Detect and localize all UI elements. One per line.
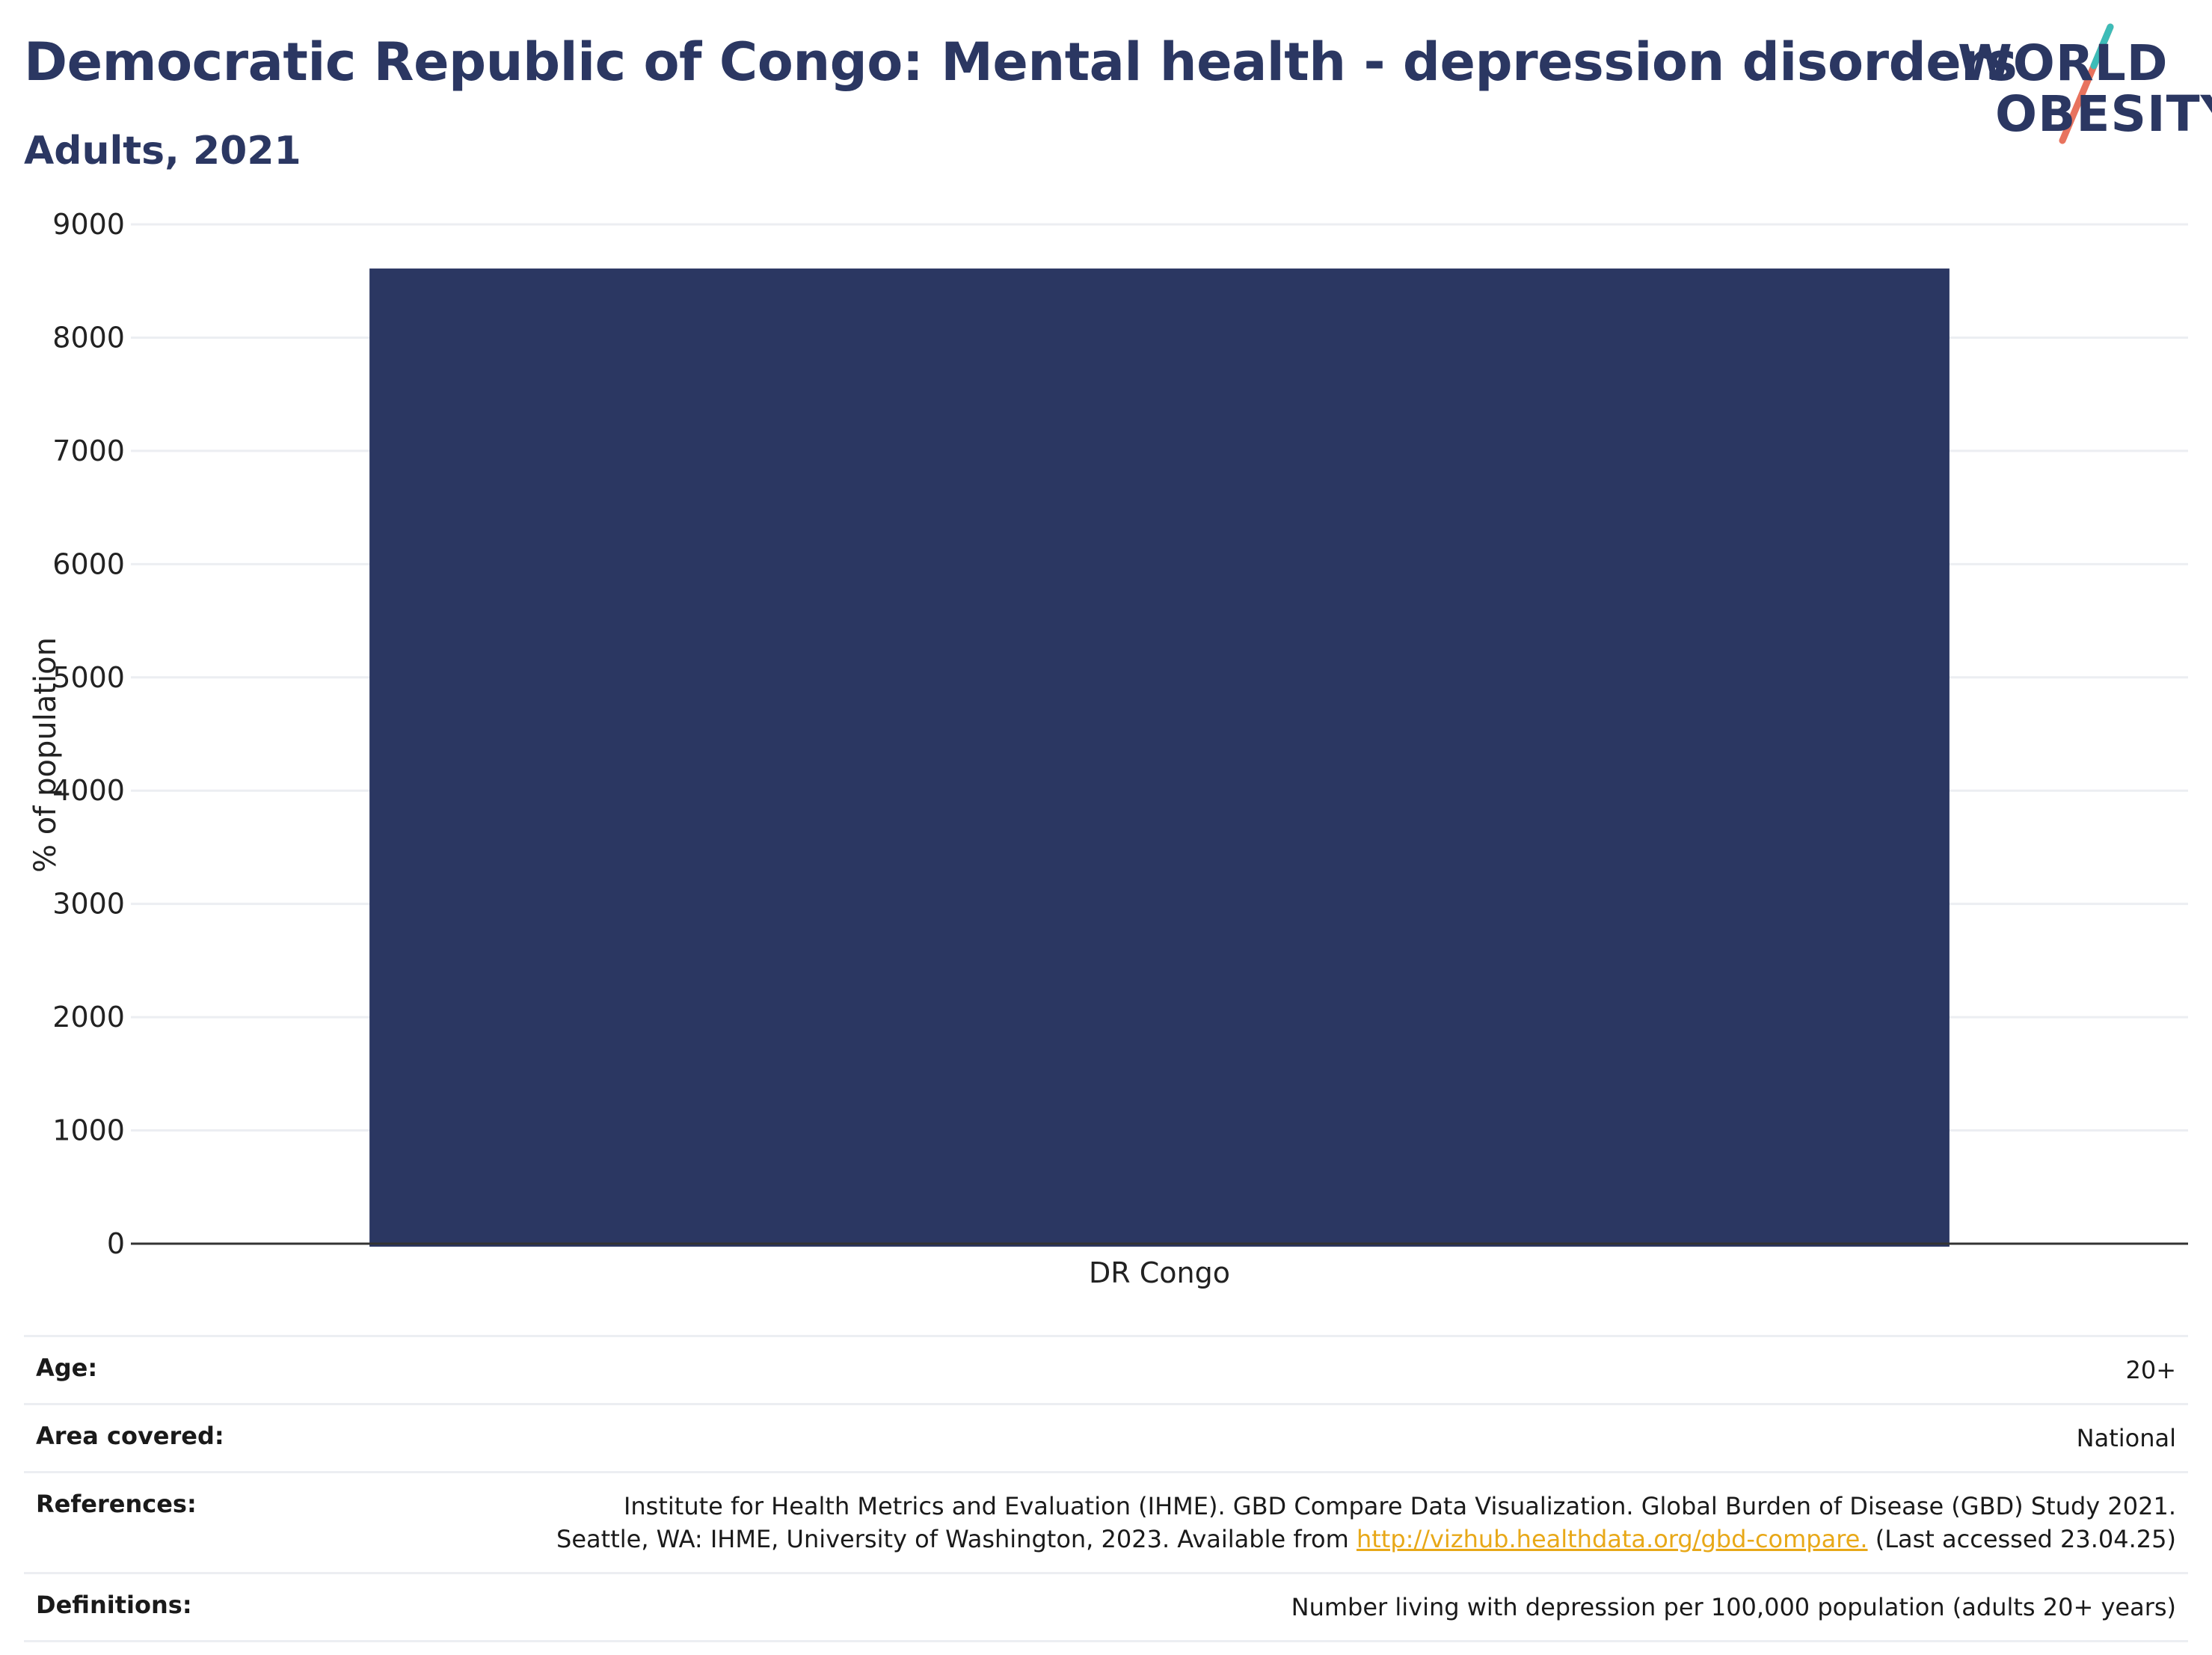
- info-row-references: References: Institute for Health Metrics…: [24, 1473, 2188, 1574]
- y-tick-label: 7000: [52, 435, 125, 467]
- chart-subtitle: Adults, 2021: [24, 129, 301, 174]
- y-tick-label: 5000: [52, 661, 125, 694]
- y-tick-label: 8000: [52, 321, 125, 354]
- y-axis-title: % of population: [28, 637, 63, 873]
- y-tick-label: 4000: [52, 774, 125, 807]
- references-link[interactable]: http://vizhub.healthdata.org/gbd-compare…: [1356, 1525, 1868, 1553]
- info-row-definitions: Definitions: Number living with depressi…: [24, 1574, 2188, 1642]
- x-tick-labels: DR Congo: [1089, 1256, 1230, 1289]
- area-value: National: [2076, 1424, 2176, 1452]
- y-tick-label: 0: [107, 1227, 125, 1260]
- definitions-label: Definitions:: [36, 1591, 192, 1619]
- definitions-value: Number living with depression per 100,00…: [1291, 1593, 2176, 1621]
- logo-slash-icon: [2059, 23, 2114, 144]
- x-tick-label: DR Congo: [1089, 1256, 1230, 1289]
- y-tick-label: 2000: [52, 1001, 125, 1034]
- info-row-age: Age: 20+: [24, 1337, 2188, 1405]
- references-line1: Institute for Health Metrics and Evaluat…: [623, 1492, 2176, 1520]
- references-line2-pre: Seattle, WA: IHME, University of Washing…: [556, 1525, 1357, 1553]
- y-tick-labels: 0 1000 2000 3000 4000 5000 6000 7000 8000 9000: [52, 208, 125, 1260]
- y-tick-label: 3000: [52, 888, 125, 921]
- age-value: 20+: [2125, 1356, 2176, 1384]
- world-obesity-logo: WORLD OBESITY: [1952, 21, 2212, 156]
- logo-line-world: WORLD: [1958, 34, 2169, 92]
- references-label: References:: [36, 1490, 197, 1518]
- chart-title: Democratic Republic of Congo: Mental hea…: [24, 31, 2018, 93]
- info-table: Age: 20+ Area covered: National Referenc…: [24, 1335, 2188, 1642]
- y-tick-label: 6000: [52, 547, 125, 580]
- bars: [369, 268, 1950, 1247]
- y-tick-label: 1000: [52, 1114, 125, 1147]
- bar-chart: 0 1000 2000 3000 4000 5000 6000 7000 8000 9000 DR…: [28, 208, 2188, 1289]
- y-tick-label: 9000: [52, 208, 125, 241]
- area-label: Area covered:: [36, 1422, 224, 1450]
- bar: [369, 268, 1950, 1247]
- age-label: Age:: [36, 1354, 98, 1382]
- references-line2-post: (Last accessed 23.04.25): [1867, 1525, 2176, 1553]
- references-value: Institute for Health Metrics and Evaluat…: [556, 1490, 2176, 1556]
- info-row-area: Area covered: National: [24, 1405, 2188, 1473]
- logo-line-obesity: OBESITY: [1995, 85, 2212, 143]
